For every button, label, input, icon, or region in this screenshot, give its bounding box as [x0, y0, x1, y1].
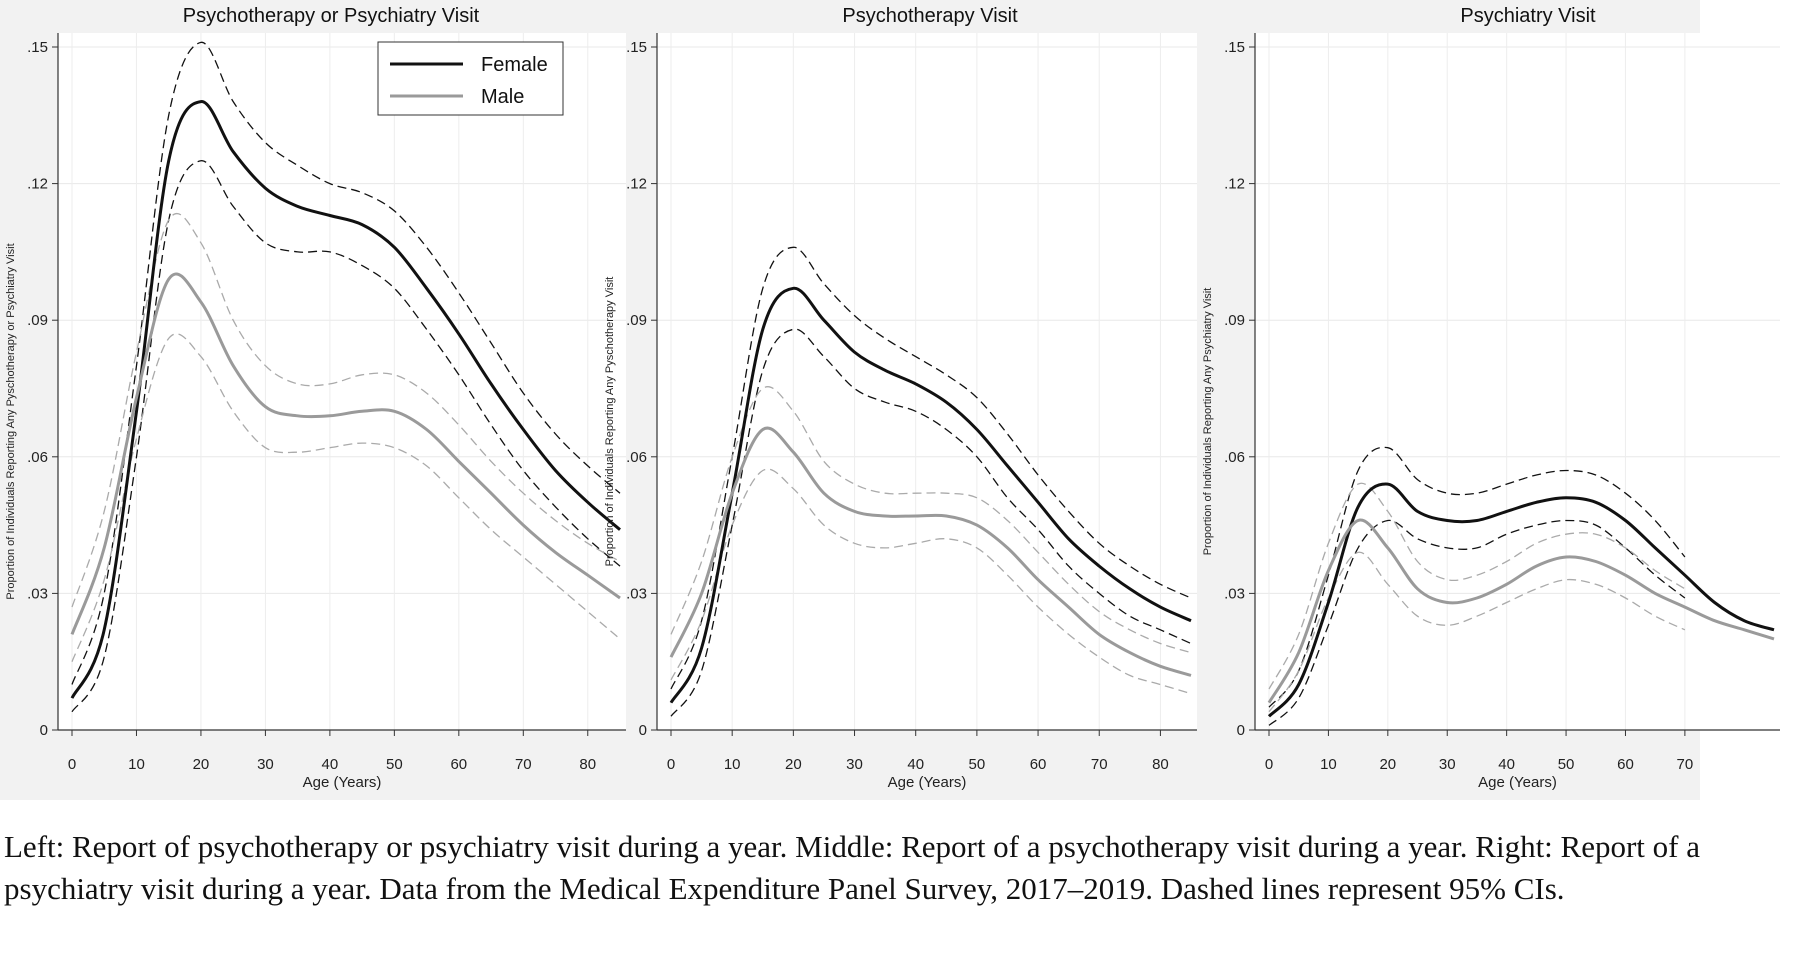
legend: Female Male [377, 41, 564, 116]
series-female-line [1267, 482, 1775, 718]
x-axis-label: Age (Years) [1478, 774, 1557, 791]
x-tick-label: 20 [1379, 756, 1396, 773]
plot-area [58, 33, 626, 730]
panel-title: Psychotherapy or Psychiatry Visit [183, 5, 480, 27]
y-tick-label: .12 [626, 176, 647, 193]
x-tick-label: 10 [724, 756, 741, 773]
x-tick-label: 80 [579, 756, 596, 773]
panel-2: 0 .03 .06 .09 .12 .15 0 10 20 30 40 50 60 70 80 Psychot… [604, 5, 1197, 791]
y-tick-label: .09 [626, 312, 647, 329]
x-tick-label: 40 [907, 756, 924, 773]
x-tick-label: 50 [386, 756, 403, 773]
series-female-upper-ci-line [670, 246, 1192, 690]
series-male-line [669, 426, 1192, 677]
figure-caption: Left: Report of psychotherapy or psychia… [4, 829, 1700, 906]
y-tick-label: .06 [1224, 449, 1245, 466]
x-axis-label: Age (Years) [303, 774, 382, 791]
plot-area [1255, 33, 1780, 730]
x-tick-label: 60 [1617, 756, 1634, 773]
y-tick-label: .03 [626, 585, 647, 602]
series-male-line [70, 272, 621, 635]
y-tick-label: .06 [626, 449, 647, 466]
y-tick-label: .09 [1224, 312, 1245, 329]
y-tick-label: .09 [27, 312, 48, 329]
y-tick-label: .03 [1224, 585, 1245, 602]
y-tick-label: 0 [639, 722, 647, 739]
legend-label-female: Female [481, 54, 548, 76]
x-tick-label: 40 [1498, 756, 1515, 773]
x-tick-label: 20 [785, 756, 802, 773]
figure: 0 .03 .06 .09 .12 .15 0 10 20 30 40 50 60 70 80 Psychot… [0, 0, 1780, 800]
x-tick-label: 30 [846, 756, 863, 773]
y-tick-label: .15 [27, 39, 48, 56]
x-tick-label: 70 [515, 756, 532, 773]
legend-box [377, 41, 564, 116]
x-tick-label: 10 [1320, 756, 1337, 773]
y-axis-label: Proportion of Individuals Reporting Any … [1202, 288, 1214, 556]
series-female-lower-ci-line [1268, 519, 1686, 726]
plot-area [657, 33, 1197, 730]
y-tick-label: .03 [27, 585, 48, 602]
legend-label-male: Male [481, 86, 524, 108]
x-tick-label: 10 [128, 756, 145, 773]
panel-1: 0 .03 .06 .09 .12 .15 0 10 20 30 40 50 60 70 80 Psychot… [5, 5, 626, 791]
y-tick-label: 0 [40, 722, 48, 739]
x-tick-label: 20 [193, 756, 210, 773]
x-tick-label: 50 [1558, 756, 1575, 773]
x-tick-label: 0 [667, 756, 675, 773]
y-tick-label: 0 [1237, 722, 1245, 739]
x-tick-label: 40 [322, 756, 339, 773]
y-tick-label: .06 [27, 449, 48, 466]
y-axis-label: Proportion of Individuals Reporting Any … [5, 243, 17, 599]
y-axis-label: Proportion of Individuals Reporting Any … [604, 277, 616, 567]
x-tick-label: 70 [1091, 756, 1108, 773]
x-tick-label: 0 [1265, 756, 1273, 773]
y-tick-label: .12 [1224, 176, 1245, 193]
series-female-lower-ci-line [670, 328, 1192, 717]
x-tick-label: 50 [969, 756, 986, 773]
x-tick-label: 70 [1677, 756, 1694, 773]
y-tick-label: .15 [626, 39, 647, 56]
series-male-line [1267, 518, 1775, 704]
x-tick-label: 60 [1030, 756, 1047, 773]
x-tick-label: 30 [257, 756, 274, 773]
series-male-lower-ci-line [670, 468, 1192, 695]
series-female-line [669, 286, 1192, 704]
y-tick-label: .12 [27, 176, 48, 193]
x-tick-label: 60 [450, 756, 467, 773]
series-female-upper-ci-line [71, 41, 621, 685]
panel-title: Psychiatry Visit [1460, 5, 1596, 27]
panel-3: 0 .03 .06 .09 .12 .15 0 10 20 30 40 50 60 70 Psychiatr… [1202, 5, 1780, 791]
x-axis-label: Age (Years) [888, 774, 967, 791]
series-female-upper-ci-line [1268, 446, 1686, 708]
series-female-lower-ci-line [71, 160, 621, 713]
x-tick-label: 0 [68, 756, 76, 773]
series-male-upper-ci-line [71, 212, 621, 608]
x-tick-label: 30 [1439, 756, 1456, 773]
panel-title: Psychotherapy Visit [842, 5, 1018, 27]
x-tick-label: 80 [1152, 756, 1169, 773]
panels: 0 .03 .06 .09 .12 .15 0 10 20 30 40 50 60 70 80 Psychot… [5, 5, 1780, 791]
series-male-lower-ci-line [71, 333, 621, 662]
y-tick-label: .15 [1224, 39, 1245, 56]
